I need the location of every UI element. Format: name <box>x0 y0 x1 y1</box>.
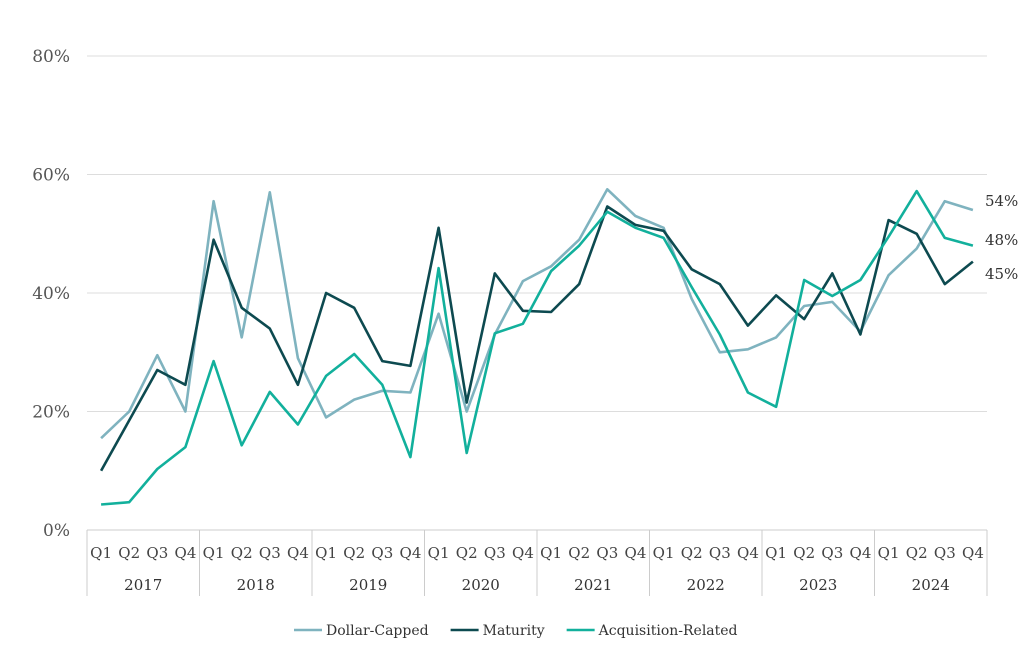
x-tick-label: Q2 <box>906 544 928 562</box>
end-labels: 54% 45% 48% <box>985 192 1018 283</box>
series-line-maturity <box>99 205 974 472</box>
y-tick-label: 20% <box>32 403 70 423</box>
x-tick-label: Q2 <box>681 544 703 562</box>
legend-entry: Acquisition-Related <box>598 623 738 639</box>
x-tick-label: Q3 <box>259 544 281 562</box>
x-tick-label: Q4 <box>625 544 647 562</box>
x-tick-label: Q3 <box>371 544 393 562</box>
x-group-label: 2022 <box>687 576 725 594</box>
x-tick-label: Q1 <box>765 544 787 562</box>
x-tick-label: Q1 <box>428 544 450 562</box>
y-tick-label: 0% <box>43 521 70 541</box>
y-tick-label: 40% <box>32 284 70 304</box>
x-tick-label: Q4 <box>287 544 309 562</box>
x-tick-label: Q1 <box>878 544 900 562</box>
x-group-label: 2020 <box>462 576 500 594</box>
x-group-label: 2024 <box>912 576 950 594</box>
x-group-label: 2017 <box>124 576 162 594</box>
x-tick-label: Q1 <box>203 544 225 562</box>
series-line-dollar-capped <box>100 188 974 440</box>
x-tick-label: Q2 <box>456 544 478 562</box>
gridlines <box>87 55 987 412</box>
y-axis: 0% 20% 40% 60% 80% <box>32 47 70 541</box>
x-tick-label: Q1 <box>315 544 337 562</box>
x-tick-label: Q4 <box>175 544 197 562</box>
x-tick-label: Q3 <box>484 544 506 562</box>
x-tick-label: Q1 <box>90 544 112 562</box>
x-group-label: 2018 <box>237 576 275 594</box>
legend-entry: Maturity <box>483 623 545 639</box>
legend: Dollar-Capped Maturity Acquisition-Related <box>294 623 738 639</box>
x-tick-label: Q4 <box>962 544 984 562</box>
y-tick-label: 60% <box>32 166 70 186</box>
series-line-acquisition-related <box>100 189 974 506</box>
x-tick-label: Q2 <box>118 544 140 562</box>
x-tick-label: Q1 <box>653 544 675 562</box>
x-tick-label: Q2 <box>231 544 253 562</box>
x-tick-label: Q3 <box>146 544 168 562</box>
x-tick-label: Q3 <box>821 544 843 562</box>
x-tick-label: Q2 <box>793 544 815 562</box>
x-tick-label: Q3 <box>934 544 956 562</box>
y-tick-label: 80% <box>32 47 70 67</box>
x-tick-label: Q3 <box>709 544 731 562</box>
series-lines <box>99 188 974 506</box>
x-tick-label: Q2 <box>568 544 590 562</box>
x-tick-label: Q2 <box>343 544 365 562</box>
x-tick-label: Q4 <box>737 544 759 562</box>
x-group-label: 2019 <box>349 576 387 594</box>
x-tick-label: Q1 <box>540 544 562 562</box>
x-group-label: 2023 <box>799 576 837 594</box>
legend-entry: Dollar-Capped <box>326 623 429 639</box>
end-value-label: 45% <box>985 265 1018 283</box>
x-tick-label: Q4 <box>850 544 872 562</box>
end-value-label: 54% <box>985 192 1018 210</box>
x-group-label: 2021 <box>574 576 612 594</box>
x-tick-label: Q3 <box>596 544 618 562</box>
x-axis: Q1 Q2 Q3 Q4 Q1 Q2 Q3 Q4 Q1 Q2 Q3 Q4 Q1 Q2 Q3 Q4 Q1 Q2 Q3 Q4… <box>86 529 988 596</box>
x-tick-label: Q4 <box>512 544 534 562</box>
end-value-label: 48% <box>985 231 1018 249</box>
x-tick-label: Q4 <box>400 544 422 562</box>
